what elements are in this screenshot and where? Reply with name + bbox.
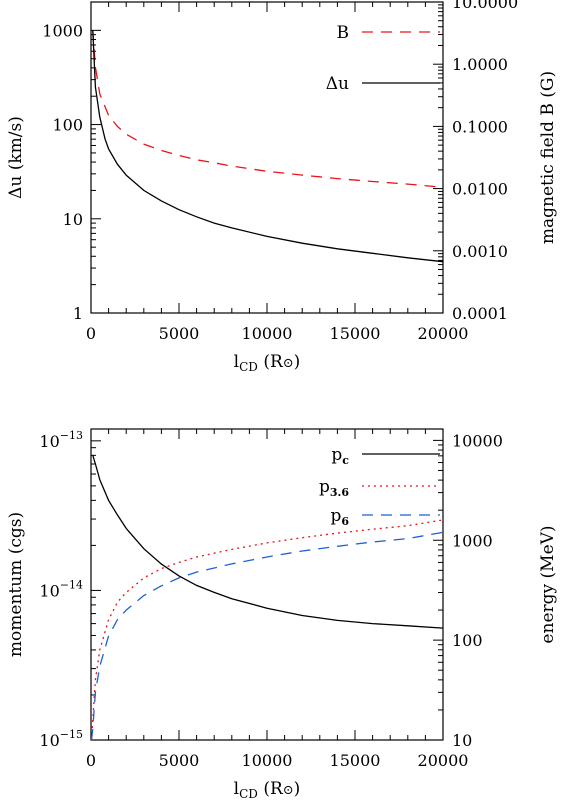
y-tick-exponent: −14	[60, 578, 83, 591]
series-line-1	[92, 455, 443, 629]
x-tick-label: 20000	[418, 751, 469, 770]
x-axis-label-main: l	[234, 352, 239, 372]
legend-label: p6	[330, 506, 349, 528]
y2-tick-label: 0.0001	[452, 304, 508, 323]
series-line-2	[91, 519, 443, 740]
y2-axis-label: magnetic field B (G)	[538, 71, 558, 244]
y2-tick-label: 0.0100	[452, 180, 508, 199]
x-tick-label: 5000	[159, 751, 200, 770]
x-axis-label-sub: CD	[239, 360, 258, 374]
legend-label-main: p	[319, 477, 330, 497]
x-axis-label-unit: (R	[258, 352, 284, 372]
y2-axis-label: energy (MeV)	[538, 525, 558, 643]
y-tick-label: 100	[52, 116, 83, 135]
y-tick-exponent: −15	[60, 728, 83, 741]
legend-label-main: p	[331, 445, 342, 465]
y-tick-label: 10−14	[39, 578, 83, 600]
legend-label-sub: 6	[341, 515, 349, 528]
y2-tick-label: 1.0000	[452, 55, 508, 74]
x-axis-label-sun-symbol: ⊙	[283, 356, 294, 371]
y-tick-base: 10	[39, 432, 59, 451]
y2-tick-label: 0.0010	[452, 242, 508, 261]
y-axis-label: Δu (km/s)	[6, 116, 26, 199]
x-axis-label-unit: (R	[258, 779, 284, 799]
legend-label: Δu	[326, 74, 349, 94]
y2-tick-label: 10.0000	[452, 0, 518, 12]
y2-tick-label: 1000	[452, 531, 493, 550]
x-tick-label: 10000	[242, 324, 293, 343]
y-tick-base: 10	[39, 731, 59, 750]
series-line-3	[91, 531, 443, 740]
y2-tick-label: 100	[452, 631, 483, 650]
x-tick-label: 10000	[242, 751, 293, 770]
y-tick-exponent: −13	[60, 429, 83, 442]
x-tick-label: 0	[86, 751, 96, 770]
y2-tick-label: 10	[452, 731, 472, 750]
chart-panel-1: 0 5000 10000 15000 20000 1 10 100 1000 0.0001 0.00…	[6, 0, 558, 374]
x-axis-label-close: )	[294, 352, 301, 372]
x-axis-label-close: )	[294, 779, 301, 799]
x-tick-label: 15000	[330, 324, 381, 343]
x-tick-label: 15000	[330, 751, 381, 770]
series-line-2	[92, 30, 443, 263]
y-axis-label: momentum (cgs)	[6, 512, 26, 657]
legend-label: p3.6	[319, 477, 349, 499]
y-tick-label: 10−15	[39, 728, 83, 750]
legend-label: pc	[331, 445, 349, 467]
legend-label-main: B	[337, 23, 350, 43]
x-axis-label-main: l	[234, 779, 239, 799]
plot-frame	[90, 428, 444, 741]
y2-tick-label: 10000	[452, 431, 503, 450]
y-tick-label: 10	[63, 210, 83, 229]
x-axis-label: lCD (R⊙)	[234, 779, 301, 801]
y-tick-label: 1	[73, 304, 83, 323]
legend-label-sub: 3.6	[330, 486, 349, 499]
x-tick-label: 5000	[159, 324, 200, 343]
x-axis-label: lCD (R⊙)	[234, 352, 301, 374]
x-tick-label: 0	[86, 324, 96, 343]
legend-label-main: p	[330, 506, 341, 526]
y-tick-label: 10−13	[39, 429, 83, 451]
legend-label-main: Δu	[326, 74, 349, 94]
chart-panel-2: 0 5000 10000 15000 2000010−1510−1410−1310100…	[6, 428, 558, 801]
x-tick-label: 20000	[418, 324, 469, 343]
y-tick-base: 10	[39, 581, 59, 600]
x-axis-label-sun-symbol: ⊙	[283, 783, 294, 798]
legend-label: B	[337, 23, 350, 43]
series-line-1	[92, 30, 443, 188]
legend-label-sub: c	[342, 454, 349, 467]
y-tick-label: 1000	[42, 21, 83, 40]
x-axis-label-sub: CD	[239, 787, 258, 801]
y2-tick-label: 0.1000	[452, 117, 508, 136]
plot-frame	[90, 1, 444, 314]
